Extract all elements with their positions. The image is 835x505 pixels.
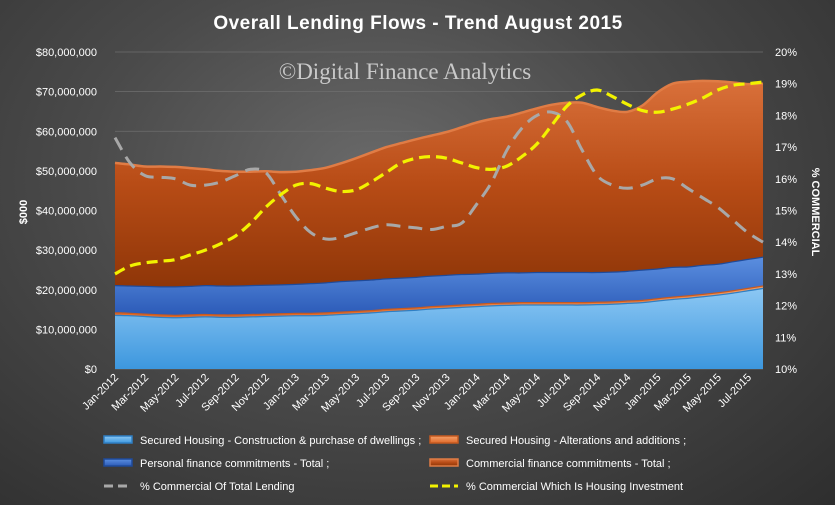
area-housing-construction [115,287,763,369]
y2-tick-label: 15% [775,206,797,218]
y-axis-left: $0 $10,000,000 $20,000,000 $30,000,000 $40,0… [36,47,97,376]
y-tick-label: $0 [85,364,97,376]
percentage-lines [113,80,764,276]
x-axis: Jan-2012Mar-2012May-2012Jul-2012Sep-2012… [80,372,754,415]
area-commercial-finance [115,80,763,287]
legend-housing-alterations-label: Secured Housing - Alterations and additi… [466,435,686,447]
y2-tick-label: 10% [775,364,797,376]
y2-tick-label: 12% [775,301,797,313]
legend-housing-alterations-swatch [429,435,459,444]
y2-tick-label: 13% [775,269,797,281]
y-axis-right: 10% 11% 12% 13% 14% 15% 16% 17% 18% 19% 20% [775,47,797,376]
y2-tick-label: 19% [775,79,797,91]
legend-pct-commercial-total-label: % Commercial Of Total Lending [140,481,294,493]
y-tick-label: $30,000,000 [36,245,97,257]
x-tick-label: Jul-2015 [716,372,754,410]
y-axis-title: $000 [18,200,30,224]
area-commercial-finance-edge [114,79,764,174]
legend-personal-finance-swatch [103,458,133,467]
y2-tick-label: 11% [775,332,796,344]
y-tick-label: $20,000,000 [36,285,97,297]
legend-personal-finance-label: Personal finance commitments - Total ; [140,458,329,470]
y-tick-label: $40,000,000 [36,206,97,218]
chart-title: Overall Lending Flows - Trend August 201… [213,13,622,34]
y2-tick-label: 16% [775,174,797,186]
y-tick-label: $60,000,000 [36,126,97,138]
legend: Secured Housing - Construction & purchas… [103,435,686,493]
legend-commercial-finance-swatch [429,458,459,467]
legend-pct-commercial-housing-label: % Commercial Which Is Housing Investment [466,481,683,493]
y-tick-label: $50,000,000 [36,166,97,178]
y2-tick-label: 20% [775,47,797,59]
line-pct-commercial-of-total [113,110,764,244]
legend-commercial-finance-label: Commercial finance commitments - Total ; [466,458,671,470]
y2-tick-label: 17% [775,142,797,154]
y-tick-label: $10,000,000 [36,324,97,336]
watermark-text: ©Digital Finance Analytics [279,59,532,84]
y2-tick-label: 18% [775,110,797,122]
stacked-areas [114,79,764,369]
y-tick-label: $80,000,000 [36,47,97,59]
legend-housing-construction-label: Secured Housing - Construction & purchas… [140,435,421,447]
y2-tick-label: 14% [775,237,797,249]
legend-housing-construction-swatch [103,435,133,444]
area-personal-finance [115,256,763,315]
y-tick-label: $70,000,000 [36,87,97,99]
y2-axis-title: % COMMERCIAL [809,168,821,257]
line-pct-commercial-housing-investment [114,80,764,276]
